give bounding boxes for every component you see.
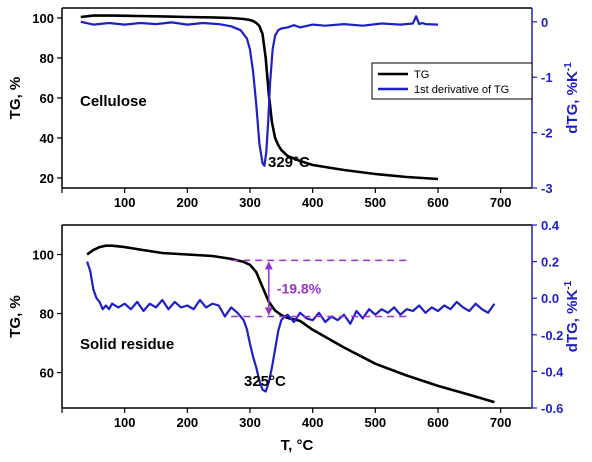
dtg-series-line [80, 15, 439, 167]
legend-box [371, 62, 533, 100]
peak-annotation: 329°C [268, 154, 310, 171]
y-right-title-base: dTG, %K [564, 290, 581, 353]
y-left-title: TG, % [7, 295, 24, 338]
y-right-tick-label: -1 [541, 70, 553, 85]
y-right-title-sup: -1 [563, 280, 574, 289]
peak-value: 329 [268, 154, 293, 171]
panel-label: Cellulose [80, 93, 147, 110]
y-right-title: dTG, %K-1 [563, 280, 581, 352]
peak-unit: °C [293, 154, 310, 171]
x-tick-label: 700 [490, 415, 512, 430]
y-right-title-sup: -1 [563, 62, 574, 71]
x-tick-label: 300 [239, 195, 261, 210]
panel-label: Solid residue [80, 336, 174, 353]
y-right-tick-label: 0.2 [541, 255, 559, 270]
peak-value: 325 [244, 373, 269, 390]
y-right-tick-label: -2 [541, 126, 553, 141]
y-right-tick-label: 0.0 [541, 291, 559, 306]
x-axis-title-text: T, °C [281, 437, 314, 454]
y-right-title-base: dTG, %K [564, 71, 581, 134]
y-right-tick-label: -0.2 [541, 328, 563, 343]
y-left-tick-label: 100 [32, 11, 54, 26]
cellulose-panel: 100 200 300 400 500 600 700 20 40 60 80 100 0 -1 -2 -3 T… [7, 7, 581, 210]
x-tick-label: 300 [239, 415, 261, 430]
y-right-tick-label: 0.4 [541, 218, 560, 233]
mass-loss-arrow-head-up [264, 261, 273, 270]
x-tick-label: 600 [427, 195, 449, 210]
y-left-tick-label: 60 [40, 91, 54, 106]
x-tick-label: 200 [176, 415, 198, 430]
x-tick-label: 500 [364, 195, 386, 210]
x-tick-label: 500 [364, 415, 386, 430]
solid-residue-panel: 100 200 300 400 500 600 700 60 80 100 -0.6 -0.4 -0.2… [7, 218, 581, 430]
x-tick-label: 200 [176, 195, 198, 210]
x-tick-label: 100 [114, 195, 136, 210]
x-tick-label: 400 [302, 195, 324, 210]
y-left-tick-label: 40 [40, 131, 54, 146]
x-tick-label: 400 [302, 415, 324, 430]
x-tick-label: 700 [490, 195, 512, 210]
mass-loss-label: -19.8% [277, 280, 322, 296]
peak-unit: °C [269, 373, 286, 390]
mass-loss-arrow-head-down [264, 307, 273, 316]
x-axis-title: T, °C [281, 437, 314, 454]
y-right-tick-label: -0.6 [541, 401, 563, 416]
x-axis-title-base: T, [281, 437, 297, 454]
tg-series-line [80, 14, 439, 181]
tg-series-line [86, 244, 495, 404]
y-right-tick-label: -0.4 [541, 364, 564, 379]
dtg-series-line [86, 261, 496, 393]
y-left-tick-label: 80 [40, 307, 54, 322]
y-left-tick-label: 80 [40, 51, 54, 66]
x-tick-label: 100 [114, 415, 136, 430]
legend-entry: 1st derivative of TG [414, 84, 509, 96]
legend-entry: TG [414, 69, 429, 81]
peak-annotation: 325°C [244, 373, 286, 390]
y-left-tick-label: 100 [32, 248, 54, 263]
y-left-title: TG, % [7, 77, 24, 120]
x-axis-title-unit: °C [297, 437, 314, 454]
y-left-tick-label: 20 [40, 171, 54, 186]
y-left-tick-label: 60 [40, 366, 54, 381]
x-tick-label: 600 [427, 415, 449, 430]
y-right-title: dTG, %K-1 [563, 62, 581, 134]
y-right-tick-label: 0 [541, 15, 548, 30]
y-right-tick-label: -3 [541, 181, 553, 196]
